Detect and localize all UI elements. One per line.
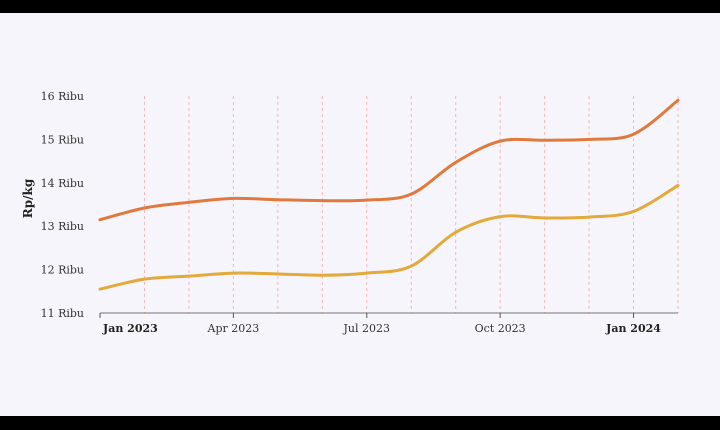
x-axis-ticks: Jan 2023 Apr 2023 Jul 2023 Oct 2023 Jan 2024 bbox=[99, 313, 661, 335]
y-axis-label: Rp/kg bbox=[21, 178, 35, 218]
x-tick-label: Oct 2023 bbox=[475, 322, 526, 335]
x-tick-label: Jan 2023 bbox=[102, 322, 158, 335]
y-tick-label: 12 Ribu bbox=[41, 264, 84, 277]
series-line-1 bbox=[98, 98, 680, 222]
y-tick-label: 16 Ribu bbox=[41, 90, 84, 103]
y-tick-label: 11 Ribu bbox=[41, 307, 84, 320]
grid-lines bbox=[143, 96, 679, 313]
x-tick-label: Jul 2023 bbox=[343, 322, 391, 335]
series-line-2 bbox=[98, 183, 680, 291]
x-tick-label: Apr 2023 bbox=[207, 322, 260, 335]
y-axis-ticks: 11 Ribu 12 Ribu 13 Ribu 14 Ribu 15 Ribu 16 Ri… bbox=[41, 90, 84, 320]
y-tick-label: 15 Ribu bbox=[41, 133, 84, 146]
y-tick-label: 13 Ribu bbox=[41, 220, 84, 233]
x-tick-label: Jan 2024 bbox=[605, 322, 661, 335]
series-lines bbox=[98, 98, 680, 291]
y-tick-label: 14 Ribu bbox=[41, 177, 84, 190]
